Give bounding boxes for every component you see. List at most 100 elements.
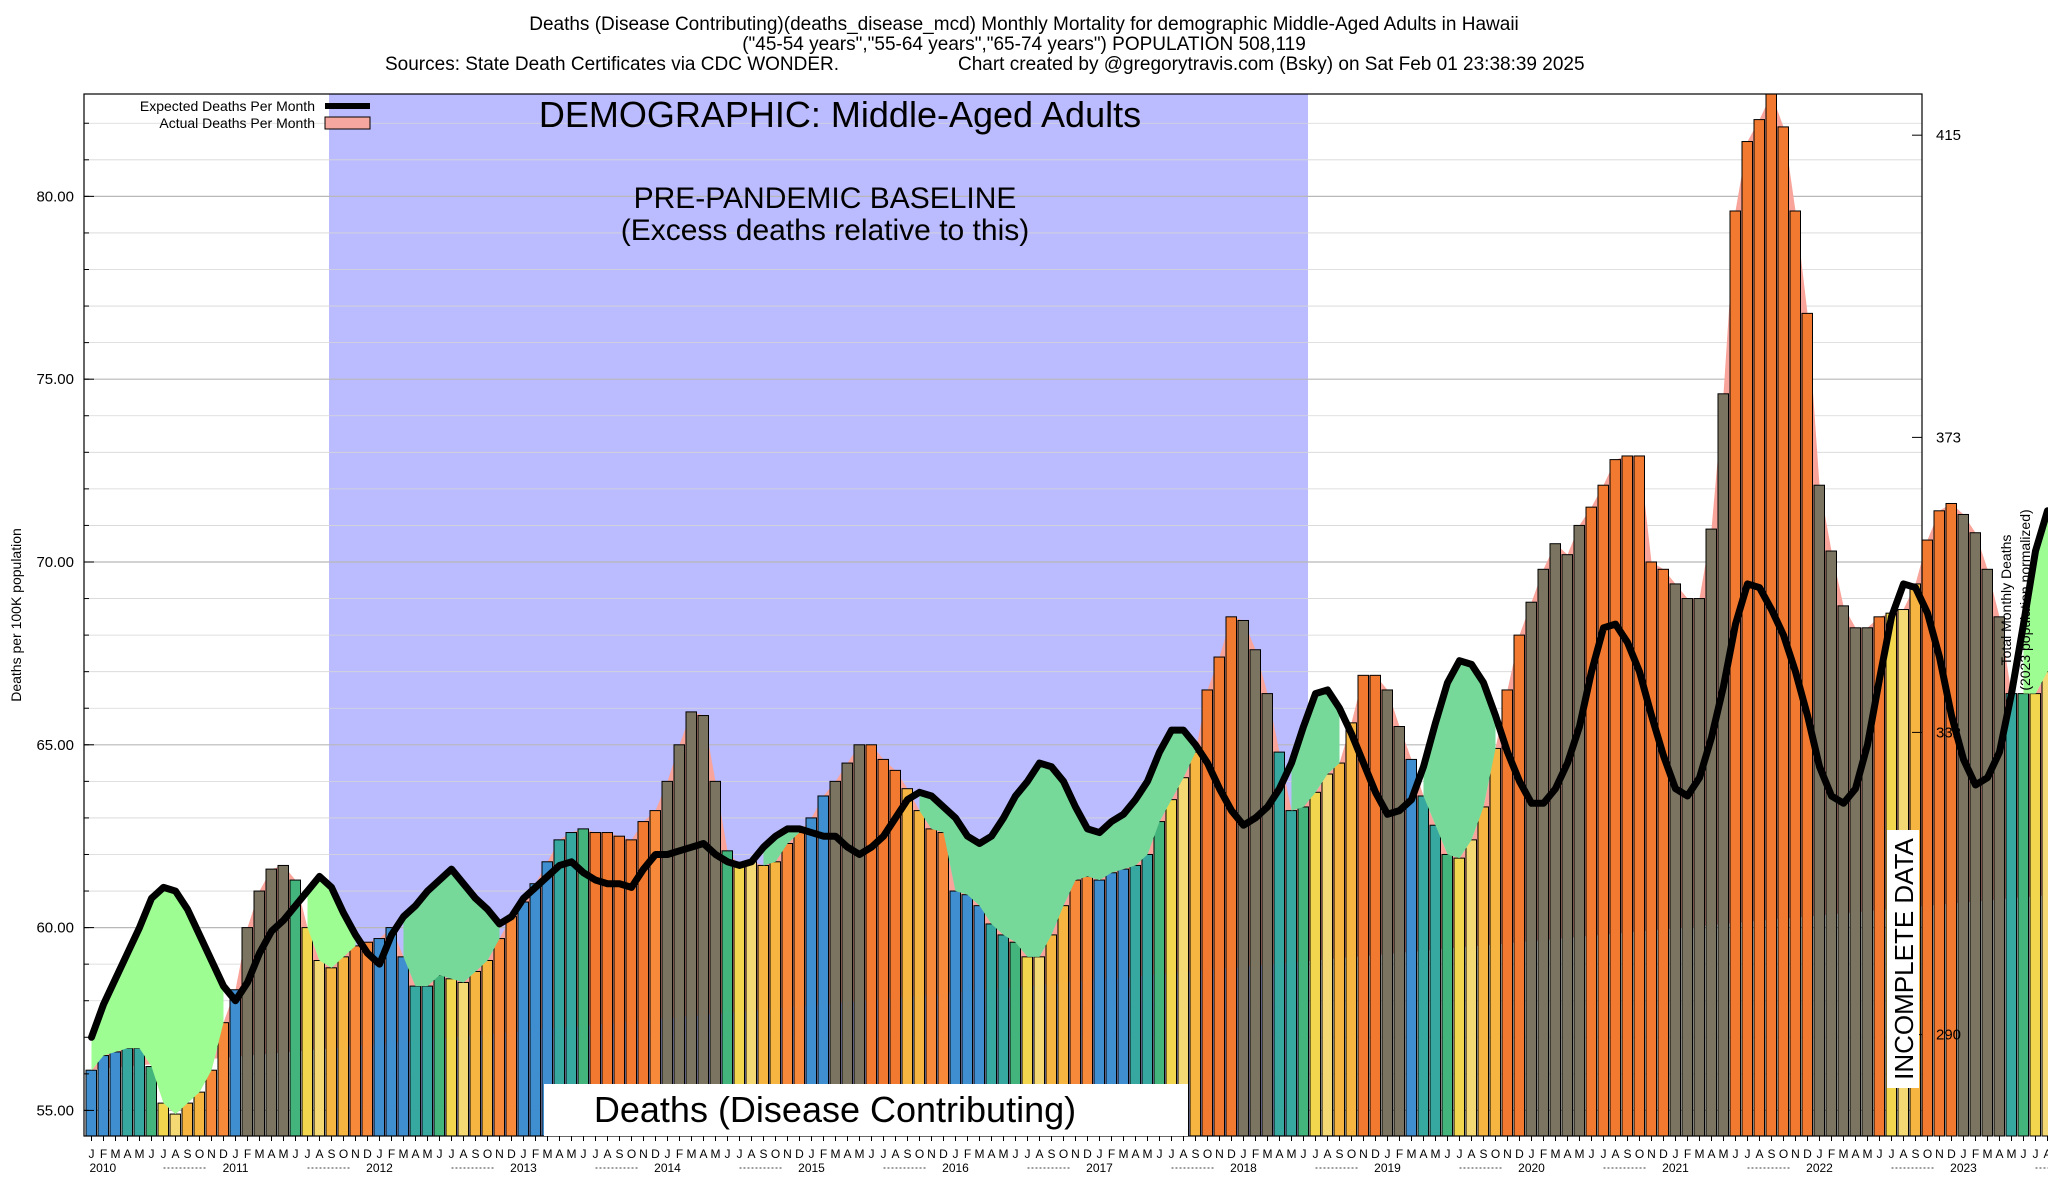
bar (349, 945, 361, 1137)
x-month-label: J (809, 1147, 815, 1161)
x-month-label: F (1972, 1147, 1979, 1161)
x-month-label: S (1335, 1147, 1343, 1161)
bar (2005, 693, 2017, 1137)
x-month-label: M (279, 1147, 289, 1161)
bar (265, 868, 277, 1137)
y2-tick-label: 332 (1936, 724, 1961, 741)
x-month-label: J (737, 1147, 743, 1161)
x-month-label: M (255, 1147, 265, 1161)
bar (1705, 528, 1717, 1137)
bar (457, 981, 469, 1137)
bar (313, 960, 325, 1137)
bar (1225, 616, 1237, 1137)
bar (1729, 210, 1741, 1137)
x-month-label: O (1347, 1147, 1356, 1161)
x-month-label: M (1575, 1147, 1585, 1161)
bar (1753, 119, 1765, 1137)
bar (1813, 484, 1825, 1137)
x-month-label: J (1889, 1147, 1895, 1161)
x-month-label: S (615, 1147, 623, 1161)
x-month-label: O (915, 1147, 924, 1161)
bar (109, 1051, 121, 1137)
x-month-label: D (1515, 1147, 1524, 1161)
x-month-label: S (471, 1147, 479, 1161)
x-year-label: 2021 (1662, 1161, 1689, 1175)
bar (97, 1055, 109, 1137)
x-month-label: J (1169, 1147, 1175, 1161)
x-month-label: A (1419, 1147, 1427, 1161)
bar (289, 879, 301, 1137)
bar (1369, 674, 1381, 1137)
x-month-label: F (676, 1147, 683, 1161)
incomplete-data-label-group: INCOMPLETE DATA (1887, 830, 1919, 1088)
x-month-label: J (1733, 1147, 1739, 1161)
x-month-label: J (869, 1147, 875, 1161)
bar (1213, 656, 1225, 1137)
x-month-label: J (521, 1147, 527, 1161)
x-month-label: A (1179, 1147, 1187, 1161)
x-month-label: N (207, 1147, 216, 1161)
x-month-label: S (1623, 1147, 1631, 1161)
x-month-label: J (1877, 1147, 1883, 1161)
x-month-label: J (1961, 1147, 1967, 1161)
x-month-label: A (891, 1147, 899, 1161)
bar (1837, 605, 1849, 1137)
x-month-label: A (603, 1147, 611, 1161)
bar (1309, 791, 1321, 1137)
bar (1981, 568, 1993, 1137)
x-month-label: J (2033, 1147, 2039, 1161)
bar (433, 974, 445, 1137)
bar (325, 967, 337, 1137)
x-year-label: 2014 (654, 1161, 681, 1175)
bar (205, 1069, 217, 1137)
bar (1609, 459, 1621, 1137)
bar (1657, 568, 1669, 1137)
x-month-label: J (161, 1147, 167, 1161)
x-month-label: D (651, 1147, 660, 1161)
x-month-label: M (1143, 1147, 1153, 1161)
x-month-label: N (1647, 1147, 1656, 1161)
x-month-label: A (699, 1147, 707, 1161)
x-month-label: A (843, 1147, 851, 1161)
x-year-label: 2010 (90, 1161, 117, 1175)
bar (241, 927, 253, 1137)
x-month-label: S (903, 1147, 911, 1161)
x-month-label: J (1241, 1147, 1247, 1161)
bar (181, 1102, 193, 1137)
legend-label-expected: Expected Deaths Per Month (140, 98, 315, 114)
bar (877, 758, 889, 1137)
x-month-label: J (665, 1147, 671, 1161)
bar (1321, 773, 1333, 1137)
bar (1669, 583, 1681, 1137)
expected-deaths-line (88, 507, 2048, 1041)
x-month-label: A (987, 1147, 995, 1161)
x-month-label: O (1491, 1147, 1500, 1161)
bar (85, 1069, 97, 1137)
x-month-label: A (1755, 1147, 1763, 1161)
x-month-label: D (795, 1147, 804, 1161)
y-axis-left: 55.00 60.00 65.00 70.00 75.00 80.00 (36, 122, 94, 1119)
bar (685, 711, 697, 1137)
y-axis-right: 290 332 373 415 (1912, 127, 1961, 1044)
x-month-label: A (315, 1147, 323, 1161)
bar (361, 941, 373, 1137)
x-month-label: D (1803, 1147, 1812, 1161)
x-month-label: M (831, 1147, 841, 1161)
x-month-label: M (1695, 1147, 1705, 1161)
x-month-label: A (2043, 1147, 2048, 1161)
x-month-label: M (1839, 1147, 1849, 1161)
bar (1861, 627, 1873, 1137)
x-month-label: M (1287, 1147, 1297, 1161)
x-month-label: A (1611, 1147, 1619, 1161)
deficit-area (919, 730, 1196, 957)
x-month-label: A (1563, 1147, 1571, 1161)
y2-tick-label: 290 (1936, 1027, 1961, 1044)
bar (1333, 762, 1345, 1137)
x-month-label: F (1252, 1147, 1259, 1161)
x-year-label: 2016 (942, 1161, 969, 1175)
x-month-label: A (1707, 1147, 1715, 1161)
bar (517, 901, 529, 1137)
x-month-label: F (1540, 1147, 1547, 1161)
x-month-label: J (377, 1147, 383, 1161)
x-month-label: S (1911, 1147, 1919, 1161)
